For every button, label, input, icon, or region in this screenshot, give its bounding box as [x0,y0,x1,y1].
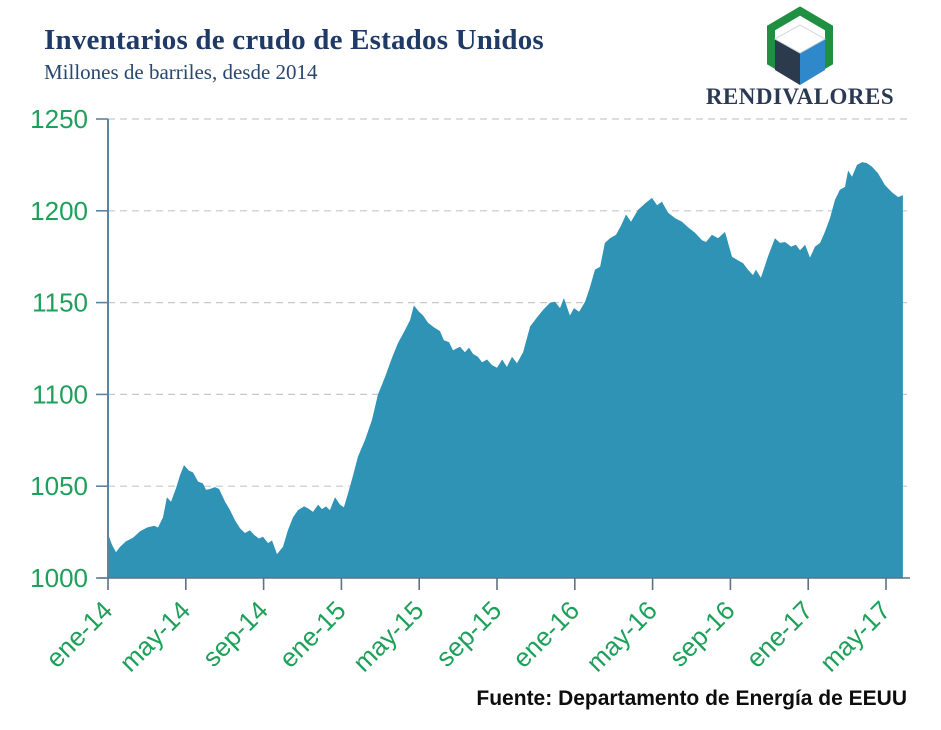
x-tick-label: may-15 [347,595,430,678]
x-tick-label: may-16 [580,595,663,678]
y-tick-label: 1250 [30,104,88,134]
cube-left-face [775,39,800,85]
source-note: Fuente: Departamento de Energía de EEUU [476,687,907,710]
x-tick-label: ene-14 [40,595,118,673]
x-tick-label: sep-14 [196,595,273,672]
page-title: Inventarios de crudo de Estados Unidos [44,24,544,56]
rendivalores-logo: RENDIVALORES [688,4,912,109]
x-tick-label: ene-16 [507,595,585,673]
x-tick-label: may-17 [814,595,897,678]
page-subtitle: Millones de barriles, desde 2014 [44,60,318,84]
area-series [108,162,903,578]
cube-top-face [773,24,827,54]
logo-wordmark: RENDIVALORES [705,84,895,109]
y-tick-label: 1200 [30,196,88,226]
cube-hexagon-icon [767,6,833,85]
x-tick-label: sep-16 [663,595,740,672]
y-tick-label: 1000 [30,563,88,593]
cube-right-face [800,39,825,85]
y-tick-label: 1050 [30,471,88,501]
x-tick-label: ene-15 [273,595,351,673]
x-tick-label: ene-17 [740,595,818,673]
y-tick-label: 1100 [32,379,88,409]
x-tick-label: may-14 [114,595,197,678]
y-tick-label: 1150 [32,288,88,318]
x-tick-label: sep-15 [430,595,507,672]
